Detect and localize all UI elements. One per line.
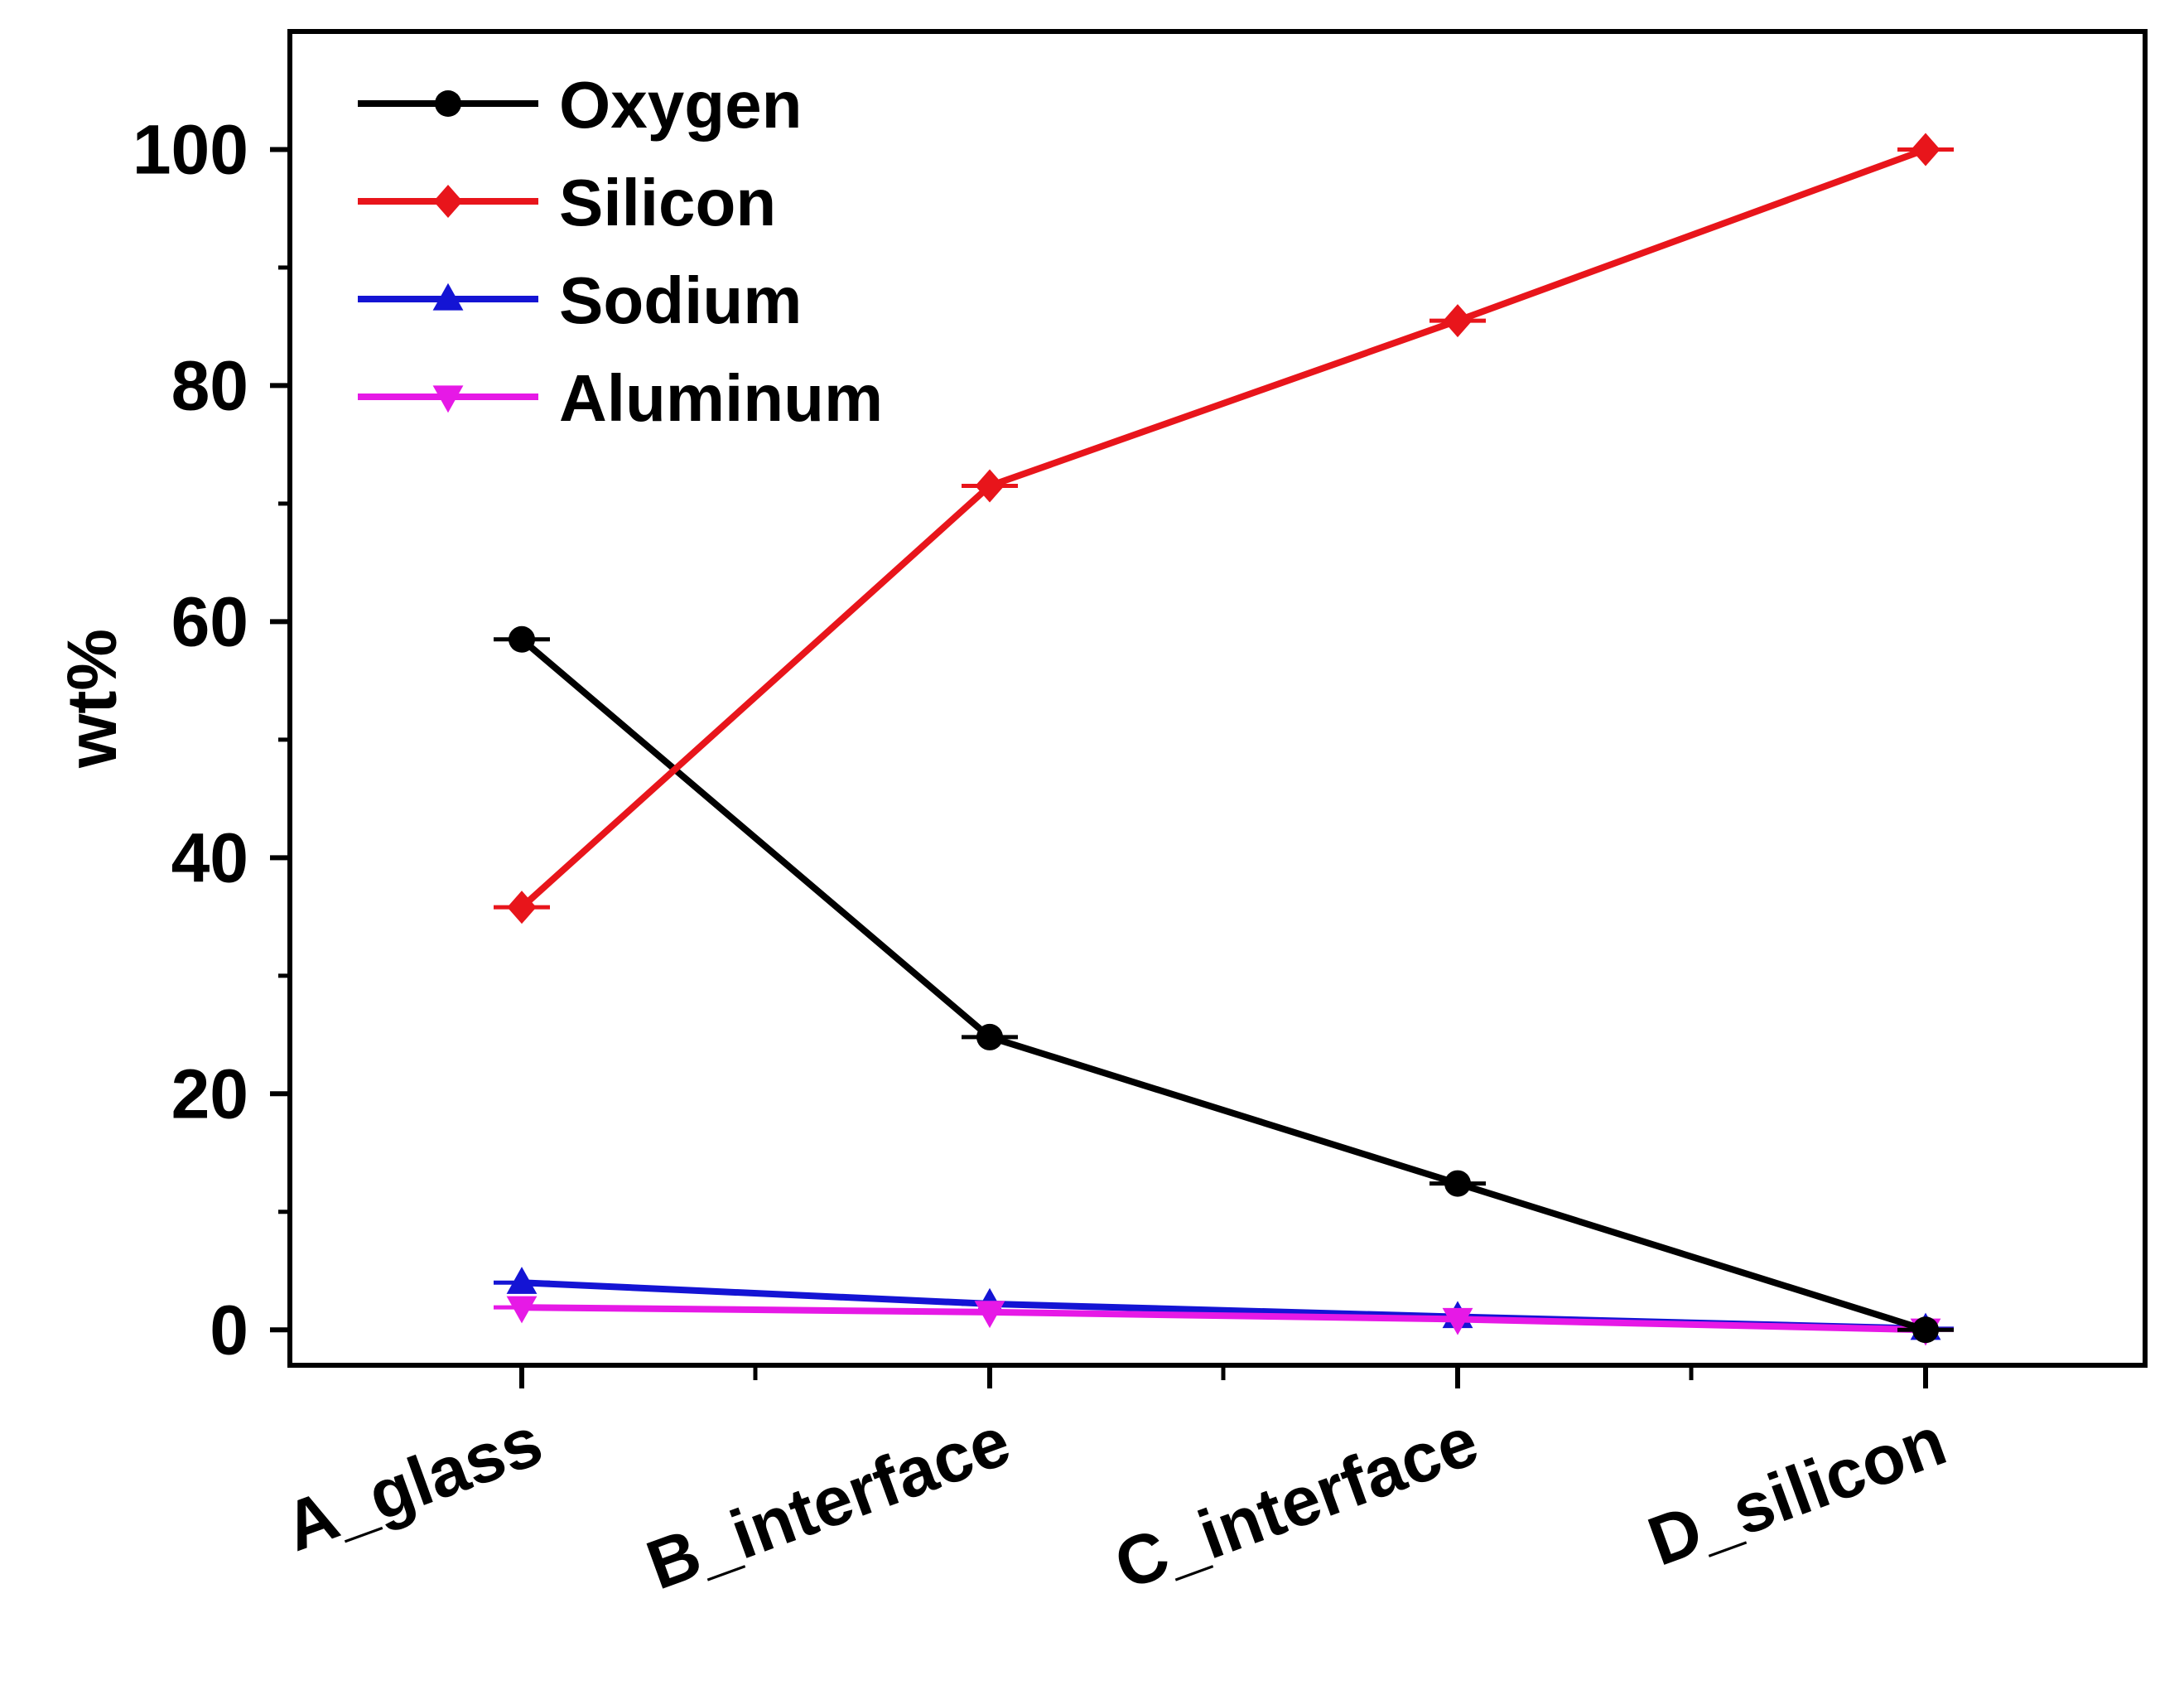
legend-sodium-marker	[432, 282, 464, 311]
y-tick-label: 100	[133, 110, 248, 188]
legend-silicon-marker	[433, 185, 463, 218]
aluminum-line	[521, 1304, 1926, 1334]
series-oxygen	[494, 625, 1954, 1344]
x-tick-label: D_silicon	[1638, 1402, 1955, 1581]
y-axis-title: wt%	[53, 629, 131, 769]
legend-oxygen-marker	[435, 90, 461, 117]
series-silicon	[494, 133, 1954, 925]
legend-aluminum-marker	[432, 385, 464, 413]
silicon-point	[1443, 304, 1473, 338]
oxygen-point	[1444, 1170, 1471, 1197]
y-tick-label: 60	[171, 582, 248, 660]
silicon-line	[519, 146, 1927, 910]
aluminum-point	[1442, 1307, 1473, 1335]
oxygen-point	[1912, 1316, 1939, 1344]
silicon-point	[975, 469, 1005, 503]
legend-oxygen-label: Oxygen	[559, 68, 802, 142]
oxygen-line	[519, 636, 1927, 1334]
sodium-point	[506, 1267, 538, 1294]
y-tick-label: 80	[171, 346, 248, 424]
x-axis-ticks: A_glass B_interface C_interface D_silicon	[274, 1365, 1955, 1604]
silicon-point	[1911, 133, 1941, 167]
legend-aluminum-label: Aluminum	[559, 361, 883, 435]
aluminum-point	[506, 1296, 538, 1324]
legend: Oxygen Silicon Sodium Aluminum	[358, 68, 883, 435]
y-tick-label: 0	[210, 1291, 248, 1369]
legend-sodium-label: Sodium	[559, 263, 802, 337]
x-tick-label: B_interface	[637, 1402, 1020, 1605]
silicon-point	[507, 891, 537, 925]
y-tick-label: 40	[171, 818, 248, 896]
plot-frame	[287, 29, 2148, 1368]
y-axis-ticks: 0 20 40 60 80 100	[133, 110, 290, 1369]
oxygen-point	[509, 625, 535, 653]
y-tick-label: 20	[171, 1055, 248, 1132]
x-tick-label: C_interface	[1105, 1402, 1487, 1605]
series-sodium	[494, 1267, 1954, 1340]
oxygen-point	[976, 1023, 1003, 1050]
x-tick-label: A_glass	[274, 1402, 552, 1567]
legend-silicon-label: Silicon	[559, 166, 776, 239]
aluminum-point	[974, 1301, 1005, 1329]
series-layer	[494, 133, 1954, 1346]
